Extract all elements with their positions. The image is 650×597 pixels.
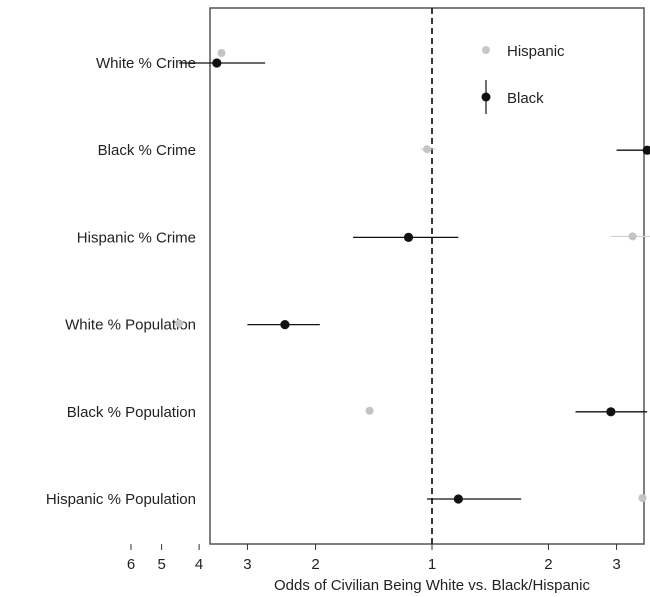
row-labels: White % Crime Black % Crime Hispanic % Cri… — [46, 55, 196, 508]
point-hispanic — [628, 232, 637, 241]
x-tick-label: 4 — [195, 556, 203, 573]
point-hispanic — [217, 49, 226, 57]
point-black — [642, 145, 650, 155]
point-hispanic — [638, 494, 647, 502]
x-tick-label: 2 — [544, 556, 552, 573]
x-axis-title: Odds of Civilian Being White vs. Black/H… — [274, 577, 590, 594]
x-tick-label: 2 — [311, 556, 319, 573]
point-hispanic — [175, 319, 184, 328]
legend: Hispanic Black — [481, 43, 565, 114]
point-black — [453, 494, 463, 504]
point-black — [403, 232, 414, 242]
row-label: Black % Population — [67, 404, 196, 421]
x-tick-label: 5 — [157, 556, 165, 573]
legend-hispanic-marker — [482, 46, 490, 54]
x-tick-label: 6 — [127, 556, 135, 573]
point-hispanic — [423, 145, 432, 154]
point-black — [606, 407, 616, 417]
x-tick-label: 1 — [428, 556, 436, 573]
legend-black-label: Black — [507, 90, 544, 107]
plot-frame — [209, 7, 645, 545]
row-label: White % Population — [65, 317, 196, 334]
row-label: Hispanic % Population — [46, 491, 196, 508]
legend-black-marker — [481, 92, 491, 102]
row-label: White % Crime — [96, 55, 196, 72]
row-label: Hispanic % Crime — [77, 229, 196, 246]
data-marks — [175, 49, 650, 504]
x-axis-ticks: 65432123456 — [127, 544, 621, 573]
x-tick-label: 3 — [612, 556, 620, 573]
row-label: Black % Crime — [98, 142, 196, 159]
legend-hispanic-label: Hispanic — [507, 43, 565, 60]
point-hispanic — [365, 406, 374, 415]
point-black — [212, 58, 222, 68]
point-black — [280, 320, 290, 330]
x-tick-label: 3 — [243, 556, 251, 573]
